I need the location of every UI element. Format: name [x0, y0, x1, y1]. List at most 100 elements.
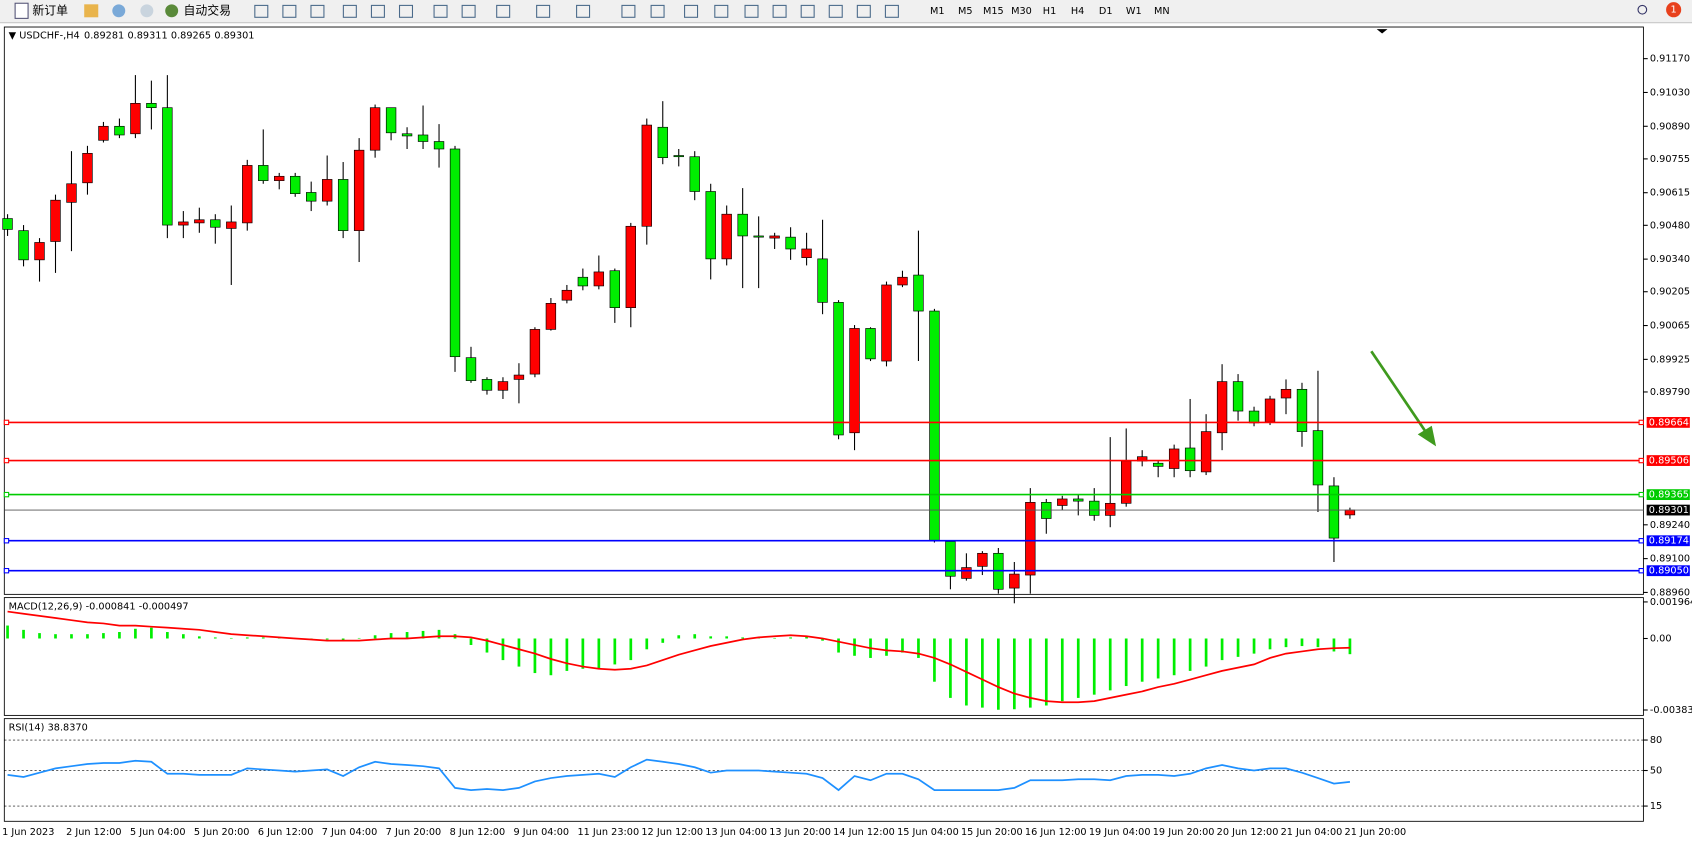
timeframe-button[interactable]: M15	[983, 6, 1004, 17]
tool-icon[interactable]	[310, 4, 325, 18]
price-label-bg	[1646, 535, 1690, 547]
candle-body	[226, 221, 237, 229]
header-high: 0.89311	[127, 31, 167, 42]
tool-icon[interactable]	[576, 4, 591, 18]
price-label: 0.89506	[1649, 456, 1689, 467]
tool-icon[interactable]	[714, 4, 729, 18]
candle-body	[194, 219, 205, 224]
candle-body	[353, 149, 365, 231]
timeframe-button[interactable]: M5	[958, 6, 973, 17]
timeframe-button[interactable]: W1	[1126, 6, 1142, 17]
price-label-bg	[1646, 504, 1690, 516]
x-tick-label: 21 Jun 20:00	[1345, 827, 1407, 838]
tool-icon[interactable]	[884, 4, 899, 18]
line-handle	[3, 457, 10, 464]
macd-signal: -0.000497	[139, 601, 189, 612]
x-tick-label: 16 Jun 12:00	[1025, 827, 1087, 838]
tool-icon[interactable]	[398, 4, 414, 18]
toolbar-bg	[0, 0, 1692, 23]
rsi-last: 38.8370	[48, 722, 88, 733]
x-tick-label: 7 Jun 20:00	[386, 827, 442, 838]
y-tick-label: 0.90480	[1650, 220, 1690, 231]
tool-icons	[254, 4, 899, 18]
y-tick-label: 0.91030	[1650, 87, 1690, 98]
candle-body	[769, 235, 780, 239]
tool-icon[interactable]	[370, 4, 385, 18]
x-tick-label: 7 Jun 04:00	[322, 827, 378, 838]
tool-icon[interactable]	[650, 4, 665, 18]
icon[interactable]	[140, 4, 154, 18]
notification-badge[interactable]	[1666, 2, 1682, 18]
x-tick-label: 15 Jun 04:00	[897, 827, 959, 838]
tool-icon[interactable]	[282, 4, 297, 18]
timeframe-button[interactable]: M1	[930, 6, 945, 17]
candle-body	[513, 374, 525, 380]
icon[interactable]	[112, 4, 126, 18]
tool-icon[interactable]	[254, 4, 269, 18]
toolbar: 新订单 自动交易 M1 M5 M15 M30 H1 H4 D1 W1 MN 1	[0, 0, 1692, 24]
candle-body	[401, 133, 413, 137]
header-arrow: ▼	[9, 31, 20, 42]
candle-body	[417, 134, 429, 142]
timeframe-button[interactable]: M30	[1011, 6, 1032, 17]
candle-body	[465, 357, 477, 381]
y-tick-label: 15	[1650, 801, 1662, 812]
candle-body	[82, 153, 93, 184]
candle-body	[66, 183, 77, 203]
candle-body	[1264, 398, 1276, 423]
tool-icon[interactable]	[433, 4, 448, 18]
x-tick-label: 1 Jun 2023	[2, 827, 54, 838]
tool-icon[interactable]	[536, 4, 551, 18]
candle-body	[497, 381, 509, 391]
candle-body	[130, 103, 141, 135]
tool-icon[interactable]	[496, 4, 511, 18]
candle-body	[50, 199, 61, 242]
tool-icon[interactable]	[800, 4, 815, 18]
timeframe-buttons: M1 M5 M15 M30 H1 H4 D1 W1 MN	[930, 6, 1170, 17]
x-tick-label: 14 Jun 12:00	[833, 827, 895, 838]
search-icon[interactable]	[1637, 4, 1648, 15]
candle-body	[545, 303, 557, 330]
candle-body	[290, 175, 301, 194]
line-handle	[1638, 491, 1644, 498]
y-tick-label: 0.001964	[1650, 597, 1692, 608]
plots: 0.91170 0.91030 0.90890 0.90755 0.90615 0.904…	[2, 54, 1692, 838]
line-handle	[1638, 457, 1644, 464]
x-tick-label: 5 Jun 04:00	[130, 827, 186, 838]
candle-body	[1089, 500, 1100, 516]
tool-icon[interactable]	[461, 4, 476, 18]
y-tick-label: 0.89925	[1650, 354, 1690, 365]
tool-icon[interactable]	[772, 4, 787, 18]
timeframe-button[interactable]: MN	[1154, 6, 1170, 17]
icon[interactable]	[84, 4, 99, 18]
tool-icon[interactable]	[621, 4, 636, 18]
tool-icon[interactable]	[342, 4, 357, 18]
tool-icon[interactable]	[684, 4, 699, 18]
y-tick-label: 0.00	[1650, 634, 1672, 645]
tool-icon[interactable]	[744, 4, 759, 18]
new-order-button[interactable]: 新订单	[14, 2, 68, 19]
candle-body	[625, 225, 636, 308]
timeframe-button[interactable]: H4	[1071, 6, 1084, 17]
candle-body	[1280, 388, 1292, 399]
tool-icon[interactable]	[828, 4, 843, 18]
line-handle	[3, 567, 10, 574]
candle-body	[673, 155, 684, 158]
price-panel	[3, 26, 1644, 595]
candle-body	[18, 230, 29, 261]
candle-body	[593, 271, 605, 287]
line-handle	[1638, 419, 1644, 426]
tool-icon[interactable]	[856, 4, 871, 18]
timeframe-button[interactable]: H1	[1043, 6, 1056, 17]
timeframe-button[interactable]: D1	[1099, 6, 1113, 17]
candle-body	[1344, 509, 1356, 516]
price-header: ▼ USDCHF-,H4 0.89281 0.89311 0.89265 0.89301	[9, 31, 255, 42]
candle-body	[1296, 388, 1308, 432]
auto-trading-button[interactable]: 自动交易	[165, 3, 231, 17]
y-tick-label: 0.90205	[1650, 287, 1690, 298]
y-tick-label: 0.91170	[1650, 54, 1690, 65]
y-tick-label: 80	[1650, 735, 1662, 746]
candle-body	[801, 248, 812, 259]
x-tick-label: 15 Jun 20:00	[961, 827, 1023, 838]
